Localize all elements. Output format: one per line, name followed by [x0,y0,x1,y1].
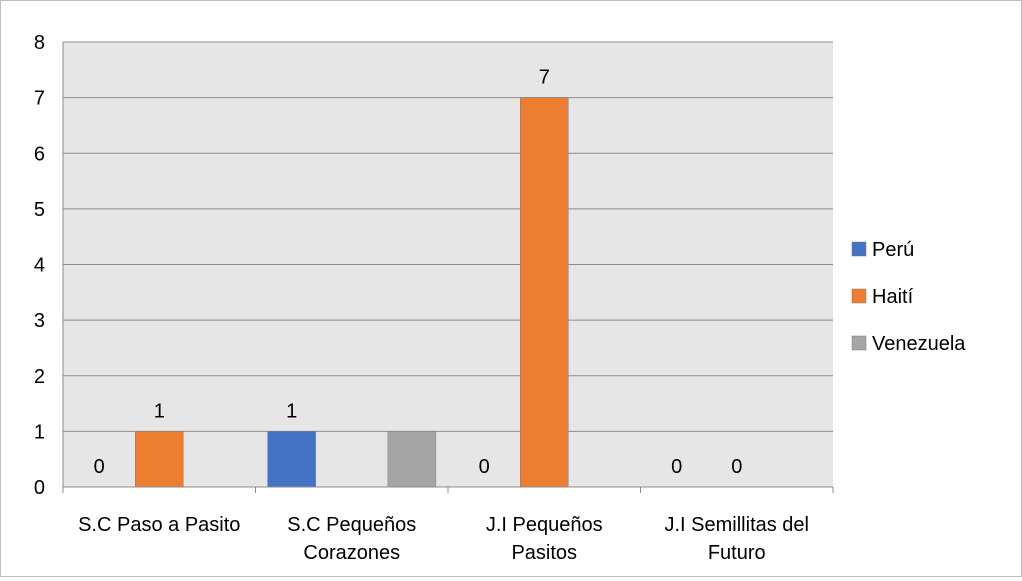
category-label-1-1: Corazones [303,542,400,564]
y-tick-label-7: 7 [34,88,45,110]
y-tick-label-0: 0 [34,477,45,499]
data-labels: 0 1 0 0 1 7 0 [94,67,743,478]
legend-label-1: Haití [872,286,914,308]
legend-swatch-1 [851,288,867,304]
category-label-3-0: J.I Semillitas del [665,514,810,536]
category-label-2-1: Pasitos [511,542,577,564]
data-label-0-2: 0 [479,456,490,478]
legend-label-2: Venezuela [872,333,966,355]
legend-swatch-0 [851,241,867,257]
category-label-1-0: S.C Pequeños [287,514,416,536]
data-label-1-3: 0 [731,456,742,478]
category-label-0-0: S.C Paso a Pasito [78,514,240,536]
legend-swatch-2 [851,335,867,351]
data-label-0-1: 1 [286,400,297,422]
y-tick-label-1: 1 [34,421,45,443]
legend-label-0: Perú [872,239,914,261]
category-label-2-0: J.I Pequeños [486,514,603,536]
bar-2-1 [387,431,437,488]
bars [135,97,569,488]
bar-1-2 [520,97,569,488]
y-tick-label-5: 5 [34,199,45,221]
category-label-3-1: Futuro [708,542,766,564]
data-label-1-0: 1 [154,400,165,422]
y-tick-label-8: 8 [34,32,45,54]
axes: 0 1 2 3 4 5 6 7 8 S.C Paso a Pasito S.C Pequeños Co… [34,32,834,564]
y-tick-label-4: 4 [34,255,45,277]
data-label-1-2: 7 [539,67,550,89]
gridlines [63,41,833,432]
data-label-0-3: 0 [671,456,682,478]
bar-1-0 [135,431,184,488]
bar-0-1 [267,431,316,488]
y-tick-label-2: 2 [34,366,45,388]
y-tick-label-6: 6 [34,143,45,165]
data-label-0-0: 0 [94,456,105,478]
legend: Perú Haití Venezuela [851,239,966,355]
y-tick-label-3: 3 [34,310,45,332]
